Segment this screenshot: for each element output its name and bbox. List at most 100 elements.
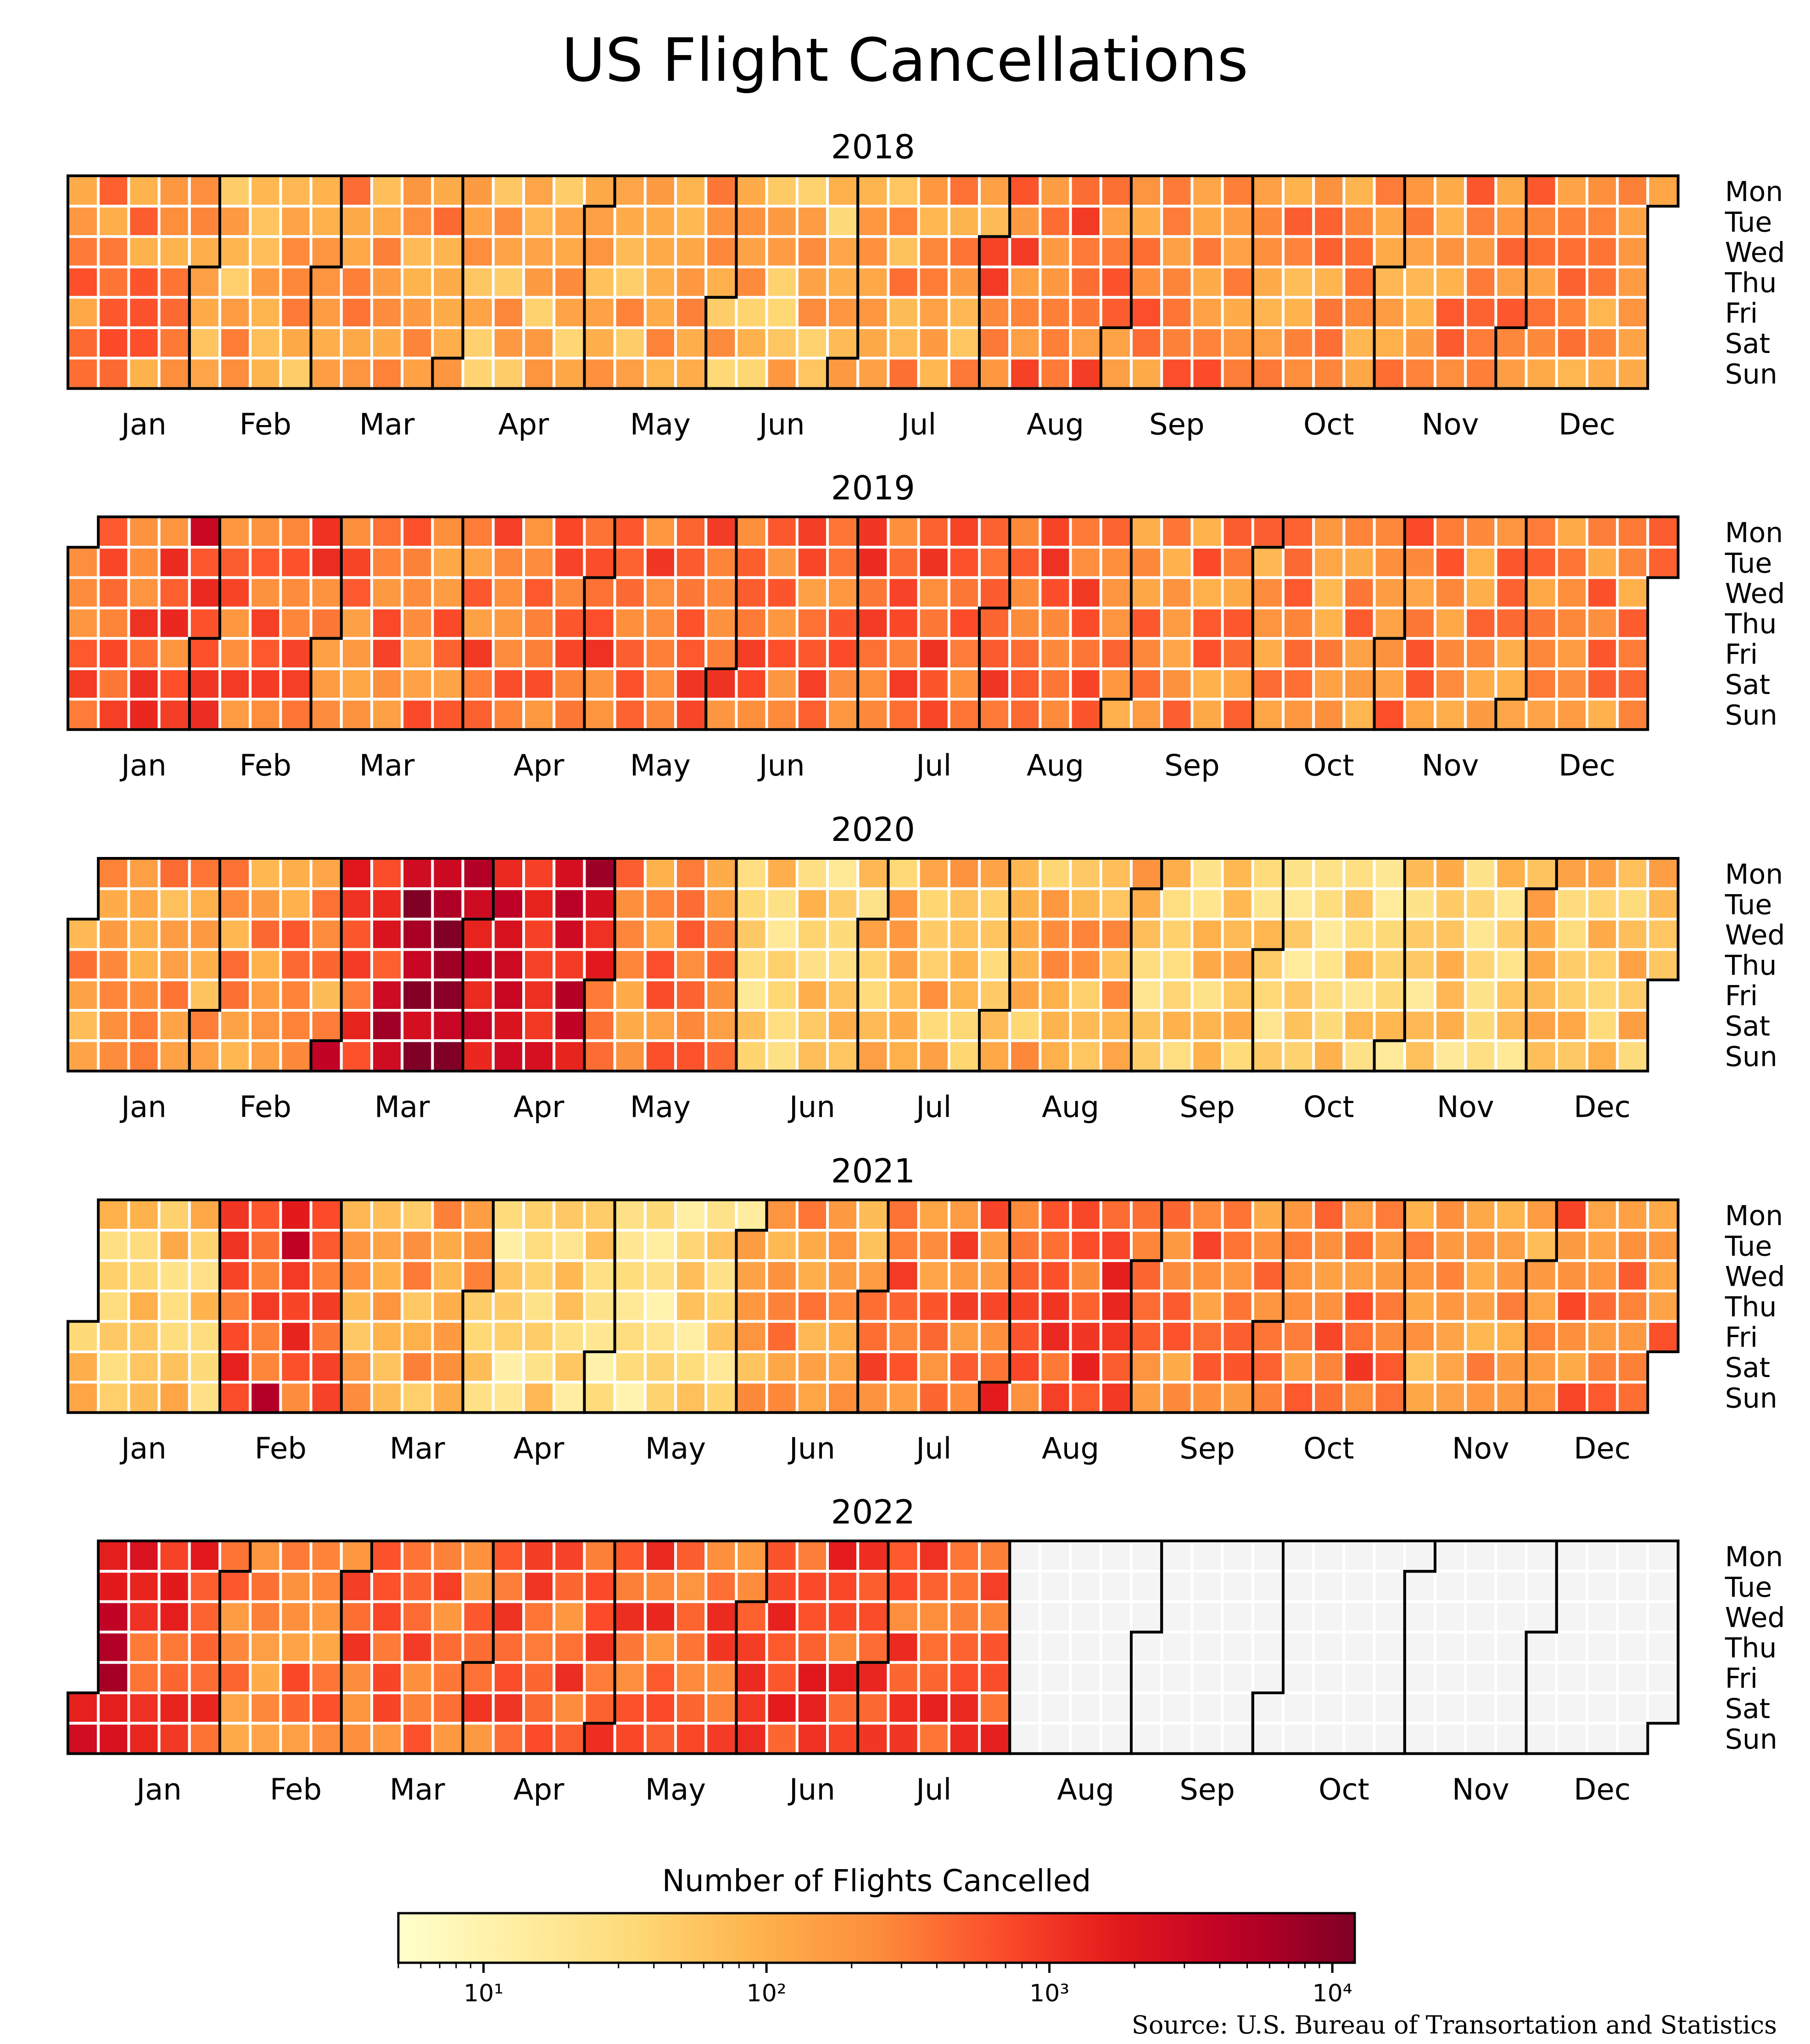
day-cell	[1525, 978, 1558, 1012]
weekday-label: Thu	[1725, 608, 1777, 640]
day-cell	[1464, 1661, 1497, 1695]
day-cell	[1342, 857, 1376, 890]
day-cell	[370, 1009, 404, 1042]
day-cell	[157, 205, 191, 238]
day-cell	[917, 1350, 950, 1384]
day-cell	[887, 1009, 920, 1042]
day-cell	[1342, 1229, 1376, 1262]
day-cell	[1494, 1320, 1528, 1354]
day-cell	[401, 1630, 434, 1664]
day-cell	[643, 857, 677, 890]
day-cell	[157, 1039, 191, 1073]
day-cell	[1221, 1540, 1254, 1573]
day-cell	[1130, 698, 1163, 731]
day-cell	[1069, 637, 1102, 671]
day-cell	[461, 576, 495, 610]
day-cell	[1434, 235, 1467, 269]
day-cell	[947, 296, 981, 329]
day-cell	[613, 1039, 647, 1073]
day-cell	[431, 205, 464, 238]
day-cell	[643, 1289, 677, 1323]
day-cell	[431, 948, 464, 981]
day-cell	[1130, 1661, 1163, 1695]
day-cell	[1069, 1540, 1102, 1573]
day-cell	[1586, 1600, 1619, 1634]
day-cell	[978, 1198, 1011, 1232]
day-cell	[1039, 887, 1072, 921]
day-cell	[643, 1600, 677, 1634]
day-cell	[826, 296, 860, 329]
day-cell	[1525, 1350, 1558, 1384]
day-cell	[1494, 515, 1528, 549]
day-cell	[1221, 1259, 1254, 1293]
day-cell	[1342, 357, 1376, 390]
weekday-label: Sun	[1725, 358, 1777, 390]
month-label: Sep	[1149, 408, 1205, 442]
day-cell	[1008, 1009, 1042, 1042]
month-label: Apr	[498, 408, 549, 442]
day-cell	[127, 978, 161, 1012]
day-cell	[1251, 515, 1285, 549]
day-cell	[1099, 265, 1133, 299]
day-cell	[1221, 576, 1254, 610]
day-cell	[1312, 174, 1346, 208]
day-cell	[309, 637, 343, 671]
day-cell	[1525, 235, 1558, 269]
day-cell	[826, 576, 860, 610]
day-cell	[67, 1381, 100, 1414]
day-cell	[978, 205, 1011, 238]
day-cell	[613, 576, 647, 610]
day-cell	[1160, 576, 1194, 610]
day-cell	[1312, 1661, 1346, 1695]
day-cell	[1008, 576, 1042, 610]
day-cell	[1282, 948, 1315, 981]
day-cell	[795, 1540, 829, 1573]
day-cell	[1069, 515, 1102, 549]
day-cell	[1373, 1009, 1406, 1042]
day-cell	[127, 1350, 161, 1384]
day-cell	[522, 887, 556, 921]
day-cell	[583, 296, 616, 329]
source-note: Source: U.S. Bureau of Transortation and…	[1132, 2010, 1777, 2039]
day-cell	[704, 1600, 738, 1634]
day-cell	[249, 174, 282, 208]
day-cell	[340, 1722, 373, 1755]
day-cell	[431, 1259, 464, 1293]
day-cell	[461, 1009, 495, 1042]
day-cell	[1494, 205, 1528, 238]
day-cell	[1403, 576, 1437, 610]
day-cell	[188, 205, 221, 238]
day-cell	[1434, 667, 1467, 701]
day-cell	[1555, 1570, 1589, 1603]
day-cell	[1525, 1229, 1558, 1262]
day-cell	[1008, 1691, 1042, 1725]
day-cell	[370, 1570, 404, 1603]
day-cell	[1099, 1600, 1133, 1634]
day-cell	[370, 576, 404, 610]
day-cell	[735, 1630, 768, 1664]
day-cell	[1403, 637, 1437, 671]
day-cell	[309, 1570, 343, 1603]
day-cell	[1039, 698, 1072, 731]
day-cell	[795, 1259, 829, 1293]
day-cell	[1555, 1691, 1589, 1725]
day-cell	[157, 174, 191, 208]
day-cell	[67, 1350, 100, 1384]
day-cell	[978, 1039, 1011, 1073]
day-cell	[1251, 667, 1285, 701]
month-label: May	[630, 408, 691, 442]
day-cell	[553, 546, 586, 579]
day-cell	[704, 1661, 738, 1695]
month-outline	[1525, 1198, 1680, 1414]
weekday-label: Wed	[1725, 578, 1785, 610]
day-cell	[1099, 978, 1133, 1012]
day-cell	[1616, 515, 1649, 549]
day-cell	[188, 1229, 221, 1262]
day-cell	[613, 667, 647, 701]
day-cell	[1342, 667, 1376, 701]
day-cell	[704, 1198, 738, 1232]
day-cell	[431, 978, 464, 1012]
day-cell	[492, 606, 525, 640]
